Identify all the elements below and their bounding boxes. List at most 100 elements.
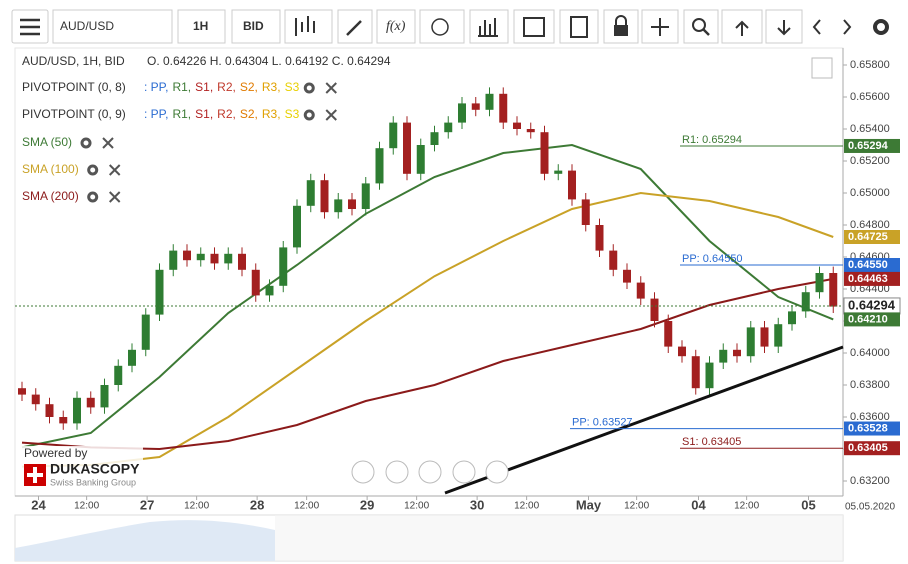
zoom-in[interactable] xyxy=(452,460,476,484)
candle-body xyxy=(389,122,398,149)
y-tick-label: 0.65600 xyxy=(850,91,890,103)
candle-body xyxy=(568,170,576,200)
price-tag xyxy=(844,441,900,456)
candle-body xyxy=(815,273,824,293)
scroll-right[interactable] xyxy=(485,460,509,484)
candle-body xyxy=(540,132,549,174)
close-icon[interactable] xyxy=(108,164,121,176)
x-tick-label: 24 xyxy=(31,497,46,512)
candle-body xyxy=(719,349,728,363)
indicator-button[interactable] xyxy=(376,9,416,44)
candle-body xyxy=(513,122,521,129)
zoom-button[interactable] xyxy=(683,9,719,44)
symbol-input[interactable] xyxy=(52,9,173,44)
candle-body xyxy=(678,346,686,357)
candle-body xyxy=(183,250,191,261)
sma-line xyxy=(21,143,834,449)
candle-body xyxy=(224,253,233,264)
navigator-area xyxy=(15,520,275,561)
nav-controls xyxy=(351,460,509,484)
candle-body xyxy=(45,404,54,417)
scroll-left[interactable] xyxy=(351,460,375,484)
y-tick-label: 0.65800 xyxy=(850,59,890,71)
price-tag xyxy=(844,258,900,272)
forward-button[interactable] xyxy=(843,19,852,35)
pivot-level: R1, xyxy=(172,80,191,94)
period-button[interactable] xyxy=(177,9,226,44)
x-tick-label: 12:00 xyxy=(514,501,539,512)
settings-icon[interactable] xyxy=(87,164,99,176)
close-icon[interactable] xyxy=(102,137,114,149)
info-button[interactable] xyxy=(419,9,465,44)
candle-body xyxy=(623,269,631,283)
candle-body xyxy=(141,314,150,350)
candle-body xyxy=(788,311,796,325)
calendar-button[interactable] xyxy=(513,9,555,44)
candle-body xyxy=(169,250,178,270)
pivot-name: PIVOTPOINT (0, 9) xyxy=(22,107,126,121)
y-tick-label: 0.64000 xyxy=(850,347,890,359)
report-button[interactable] xyxy=(559,9,599,44)
reset[interactable] xyxy=(418,460,442,484)
candle-body xyxy=(471,103,480,110)
candle-body xyxy=(650,298,659,321)
x-tick-label: 28 xyxy=(250,497,264,512)
pivot-level: R3, xyxy=(262,80,281,94)
candle-body xyxy=(774,324,783,347)
candle-body xyxy=(705,362,714,389)
settings-icon[interactable] xyxy=(87,191,99,203)
pivot-level: S3 xyxy=(285,107,300,121)
y-tick-label: 0.64800 xyxy=(850,219,890,231)
sma-name: SMA (100) xyxy=(22,162,79,176)
candle-body xyxy=(499,93,508,123)
candle-body xyxy=(59,417,68,424)
candle-body xyxy=(306,180,315,206)
price-tag xyxy=(844,312,900,327)
navigator xyxy=(14,514,844,562)
pivot-level: : PP, xyxy=(144,107,168,121)
x-tick-label: 12:00 xyxy=(74,501,99,512)
upload-icon xyxy=(735,20,749,36)
price-tag-text: 0.65294 xyxy=(848,140,889,152)
y-tick-label: 0.65000 xyxy=(850,187,890,199)
zoom-out[interactable] xyxy=(385,460,409,484)
sma-line xyxy=(21,277,834,451)
pivot-level: R1, xyxy=(172,107,191,121)
back-button[interactable] xyxy=(812,19,821,35)
settings-icon[interactable] xyxy=(303,109,315,121)
candle-body xyxy=(733,349,741,357)
x-tick-label: May xyxy=(576,497,602,512)
sma-name: SMA (50) xyxy=(22,135,72,149)
candle-body xyxy=(581,199,590,225)
x-tick-label: 29 xyxy=(360,497,374,512)
price-tag xyxy=(844,421,900,436)
settings-button[interactable] xyxy=(873,19,889,35)
candle-body xyxy=(251,269,260,296)
candle-body xyxy=(458,103,466,123)
price-tag-text: 0.63528 xyxy=(848,422,888,434)
info-icon xyxy=(431,18,449,36)
navigator-window xyxy=(275,515,843,561)
candle-body xyxy=(320,180,329,213)
pivot-level: S2, xyxy=(240,80,258,94)
pivot-level: : PP, xyxy=(144,80,168,94)
y-tick-label: 0.63200 xyxy=(850,475,890,487)
side-button[interactable] xyxy=(231,9,281,44)
fx-text: f(x) xyxy=(386,19,406,34)
pivot-level: S2, xyxy=(240,107,258,121)
branding: Powered by DUKASCOPY Swiss Banking Group xyxy=(18,446,143,492)
candle-body xyxy=(760,327,769,347)
popout-button[interactable] xyxy=(811,57,833,79)
close-icon[interactable] xyxy=(325,82,337,94)
y-tick-label: 0.65200 xyxy=(850,155,890,167)
close-icon[interactable] xyxy=(325,109,337,121)
brand-name: DUKASCOPY xyxy=(50,461,140,477)
settings-icon[interactable] xyxy=(80,137,92,149)
draw-icon xyxy=(346,20,362,36)
candle-body xyxy=(128,349,136,366)
close-icon[interactable] xyxy=(108,191,121,203)
pivot-label: PP: 0.64550 xyxy=(682,253,743,265)
symbol-text: AUD/USD xyxy=(60,19,114,33)
side-text: BID xyxy=(243,19,264,33)
settings-icon[interactable] xyxy=(303,82,315,94)
